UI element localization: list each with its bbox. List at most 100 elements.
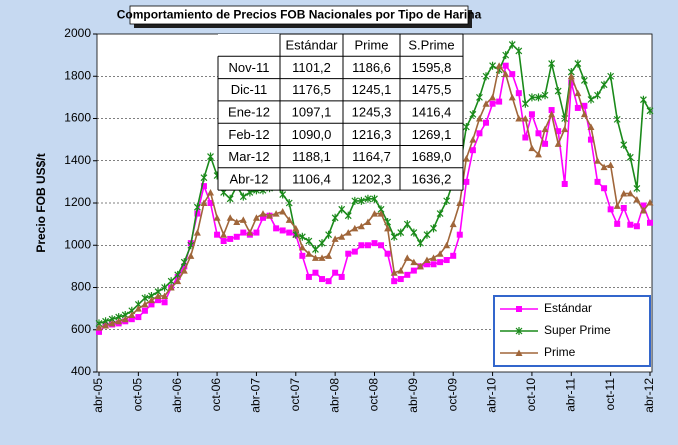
marker [574, 59, 582, 68]
marker [423, 230, 431, 239]
table-bg [218, 34, 463, 191]
marker [344, 229, 352, 236]
marker [325, 230, 333, 239]
x-tick-label: oct-09 [445, 378, 459, 412]
marker [475, 115, 483, 122]
marker [351, 196, 359, 205]
marker [646, 106, 654, 115]
table-cell: 1595,8 [412, 60, 452, 75]
marker [548, 107, 555, 114]
marker [614, 220, 621, 227]
marker [128, 311, 136, 318]
marker [200, 199, 208, 206]
marker [305, 250, 313, 257]
y-tick-label: 600 [71, 322, 91, 336]
marker [220, 231, 228, 238]
marker [627, 221, 634, 228]
marker [489, 100, 496, 107]
legend-label: Estándar [544, 301, 592, 315]
marker [482, 72, 490, 81]
marker [141, 300, 149, 308]
marker [285, 216, 293, 223]
table-cell: 1245,1 [352, 82, 392, 97]
marker [640, 95, 647, 104]
marker [364, 242, 371, 249]
table-cell: 1689,0 [412, 149, 452, 164]
marker [252, 214, 260, 221]
marker [410, 258, 418, 266]
legend-marker [515, 349, 523, 356]
table-cell: 1202,3 [352, 171, 392, 186]
marker [639, 206, 647, 214]
marker [338, 273, 345, 280]
marker [403, 220, 411, 229]
marker [338, 205, 346, 214]
marker [318, 254, 326, 261]
marker [502, 70, 510, 78]
marker [469, 136, 477, 143]
marker [371, 210, 378, 217]
x-tick-label: abr-12 [642, 378, 656, 413]
x-tick-label: abr-08 [327, 378, 341, 413]
marker [357, 196, 365, 205]
marker [259, 210, 267, 217]
marker [292, 224, 300, 232]
marker [528, 93, 536, 102]
title-box [129, 5, 469, 25]
marker [174, 277, 182, 285]
marker [371, 240, 378, 247]
marker [364, 194, 372, 203]
marker [502, 62, 509, 69]
marker [115, 317, 123, 325]
marker [148, 301, 155, 308]
marker [482, 100, 490, 107]
marker [410, 267, 417, 274]
marker [397, 276, 404, 283]
marker [430, 261, 437, 268]
marker [305, 273, 312, 280]
x-tick-label: abr-11 [563, 378, 577, 412]
table-cell: 1216,3 [352, 127, 392, 142]
marker [108, 319, 116, 327]
y-tick-label: 1200 [64, 195, 91, 209]
marker [607, 72, 615, 81]
marker [521, 115, 529, 122]
marker [397, 267, 405, 274]
marker [141, 307, 148, 314]
marker [351, 248, 358, 255]
table-cell: 1101,2 [292, 60, 331, 75]
marker [515, 115, 523, 122]
marker [502, 51, 510, 60]
marker [416, 239, 424, 248]
marker [200, 173, 208, 182]
marker [181, 263, 188, 270]
marker [305, 237, 313, 246]
marker [200, 183, 207, 190]
marker [233, 233, 240, 240]
x-tick-label: abr-07 [249, 378, 263, 413]
marker [147, 296, 155, 304]
table-cell: 1097,1 [292, 104, 332, 119]
marker [620, 140, 628, 149]
x-tick-label: abr-06 [170, 378, 184, 413]
marker [239, 192, 247, 201]
marker [462, 122, 470, 131]
marker [522, 134, 529, 141]
chart-title: Comportamiento de Precios FOB Nacionales… [117, 8, 482, 22]
marker [423, 261, 430, 268]
marker [121, 315, 129, 323]
marker [620, 204, 627, 211]
marker [647, 219, 653, 226]
marker [207, 188, 215, 196]
marker [436, 250, 444, 257]
table-cell: 1475,5 [412, 82, 452, 97]
marker [338, 233, 346, 240]
table-cell: 1416,4 [412, 104, 452, 119]
y-tick-label: 2000 [64, 26, 91, 40]
x-tick-label: abr-10 [485, 378, 499, 413]
marker [594, 91, 601, 100]
table-header: Estándar [285, 38, 338, 53]
marker [358, 242, 365, 249]
y-axis-label: Precio FOB US$/t [34, 153, 48, 252]
marker [345, 250, 352, 257]
